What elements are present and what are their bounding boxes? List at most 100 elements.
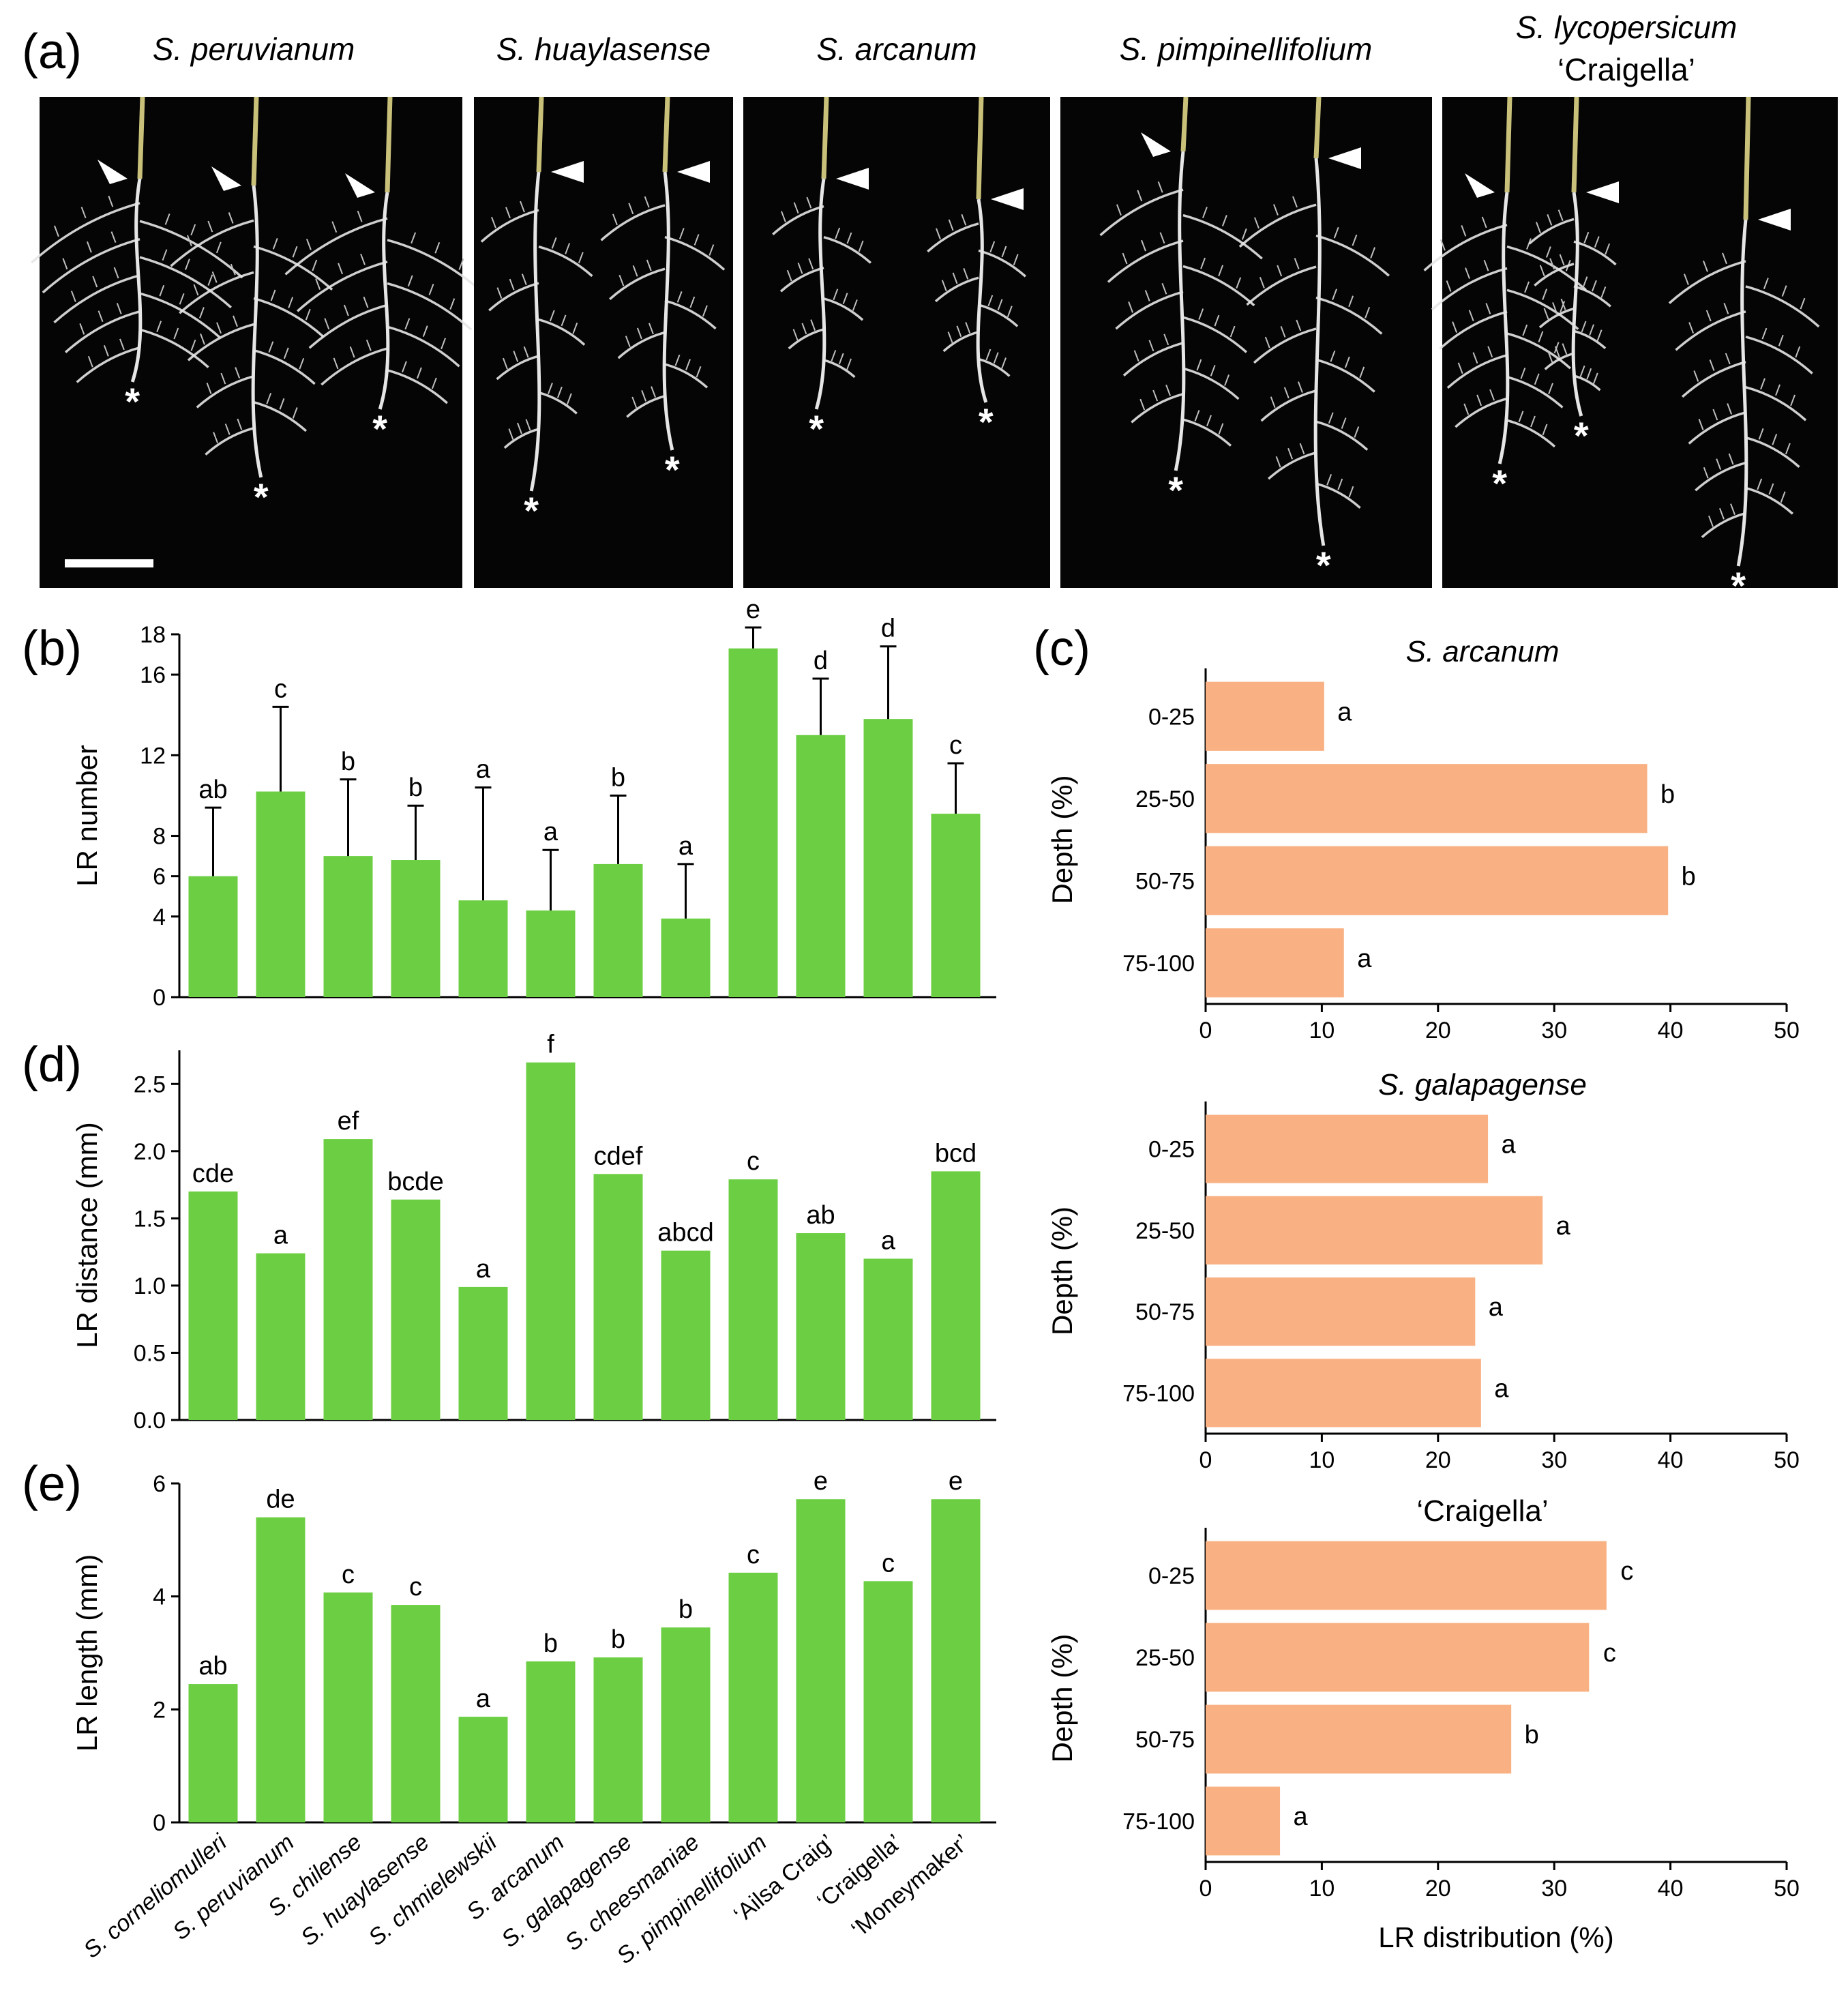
bar	[593, 1657, 643, 1822]
y-axis-label: LR length (mm)	[71, 1554, 103, 1751]
root-hair	[679, 228, 685, 239]
root-hair	[1116, 204, 1122, 216]
primary-root	[251, 185, 263, 478]
root-hair	[220, 372, 226, 385]
lateral-root	[538, 391, 578, 415]
root-hair	[989, 241, 996, 253]
root-hair	[786, 269, 792, 282]
root-hair	[1148, 340, 1154, 352]
y-tick-label: 4	[153, 1584, 166, 1610]
y-tick-label: 8	[153, 824, 166, 850]
root-hair	[808, 258, 814, 270]
bar	[526, 1062, 576, 1420]
significance-letter: ab	[198, 775, 227, 804]
lateral-root	[978, 304, 1019, 327]
primary-root	[1571, 192, 1583, 417]
primary-root	[814, 178, 826, 410]
lateral-root	[978, 357, 1011, 377]
significance-letter: b	[611, 1625, 625, 1654]
significance-letter: a	[1337, 698, 1352, 726]
root-hair	[566, 393, 572, 405]
lateral-root	[1681, 361, 1746, 398]
root-hair	[694, 234, 700, 246]
root-hair	[292, 246, 298, 258]
root-hair	[156, 321, 162, 332]
root-hair	[331, 221, 338, 233]
depth-label: 50-75	[1135, 868, 1195, 894]
root-hair	[1591, 280, 1597, 292]
root-photo: S. huaylasense * *	[474, 31, 733, 588]
photo-background	[1442, 97, 1838, 588]
y-axis-label: Depth (%)	[1046, 775, 1078, 904]
root-tip-star: *	[1574, 414, 1589, 457]
root-hair	[1727, 403, 1733, 415]
root-photographs: S. peruvianum***S. huaylasense**S. arcan…	[31, 10, 1838, 607]
species-title: S. arcanum	[816, 31, 977, 67]
root-hair	[985, 349, 992, 361]
root-hair	[1712, 409, 1718, 421]
root-hair	[1277, 265, 1283, 277]
lateral-root	[1182, 367, 1240, 400]
root-hair	[781, 211, 786, 223]
root-hair	[936, 228, 941, 240]
lateral-root	[1315, 296, 1383, 335]
root-hair	[1524, 281, 1530, 293]
root-hair	[458, 258, 464, 270]
root-hair	[1542, 424, 1548, 436]
bar	[256, 1253, 305, 1420]
root-hair	[1206, 415, 1212, 427]
x-tick-label: 30	[1541, 1876, 1567, 1902]
species-title: S. pimpinellifolium	[1120, 31, 1373, 67]
depth-label: 75-100	[1122, 1809, 1195, 1835]
significance-letter: abcd	[657, 1219, 713, 1247]
root-hair	[696, 366, 702, 378]
lateral-root	[187, 323, 254, 361]
y-axis-label: Depth (%)	[1046, 1633, 1078, 1762]
root-hair	[215, 241, 222, 254]
lateral-root	[139, 256, 233, 309]
root-hair	[1489, 389, 1495, 401]
depth-label: 0-25	[1148, 1563, 1195, 1589]
hypocotyl	[1313, 96, 1322, 159]
hypocotyl	[536, 96, 544, 173]
root-hair	[402, 361, 407, 373]
depth-label: 75-100	[1122, 951, 1195, 977]
species-title: S. peruvianum	[153, 31, 355, 67]
lateral-root	[600, 204, 666, 241]
x-tick-label: 20	[1425, 1018, 1451, 1044]
hypocotyl	[821, 96, 829, 179]
root-hair	[1229, 325, 1236, 338]
lateral-root	[1573, 285, 1611, 308]
lateral-root	[609, 267, 666, 300]
bar	[1206, 1786, 1281, 1856]
x-tick-label: 50	[1774, 1018, 1800, 1044]
significance-letter: a	[543, 818, 558, 846]
lateral-root	[1573, 240, 1617, 266]
lateral-root	[1431, 267, 1508, 311]
panel-label-d: (d)	[22, 1037, 82, 1092]
lateral-root	[1745, 385, 1807, 421]
root-hair	[1582, 276, 1588, 288]
root-hair	[1365, 306, 1371, 319]
root-hair	[1554, 346, 1560, 358]
root-hair	[349, 346, 355, 358]
lateral-root	[1446, 354, 1508, 389]
root-hair	[1547, 351, 1553, 363]
root-hair	[947, 331, 953, 343]
root-hair	[1297, 381, 1303, 393]
root-hair	[1768, 483, 1774, 495]
lateral-root	[1745, 336, 1813, 374]
lateral-root	[503, 428, 539, 449]
root-hair	[79, 323, 85, 335]
root-hair	[987, 295, 994, 307]
root-hair	[1152, 389, 1159, 402]
root-photo: S. arcanum * *	[743, 31, 1050, 588]
panel-label-c: (c)	[1033, 621, 1090, 676]
bar	[1206, 1541, 1607, 1610]
lateral-root	[538, 318, 586, 346]
y-tick-label: 0.0	[134, 1408, 166, 1434]
root-hair	[842, 293, 848, 304]
bar	[188, 876, 238, 997]
significance-letter: a	[476, 1255, 491, 1284]
lateral-root	[170, 219, 254, 267]
